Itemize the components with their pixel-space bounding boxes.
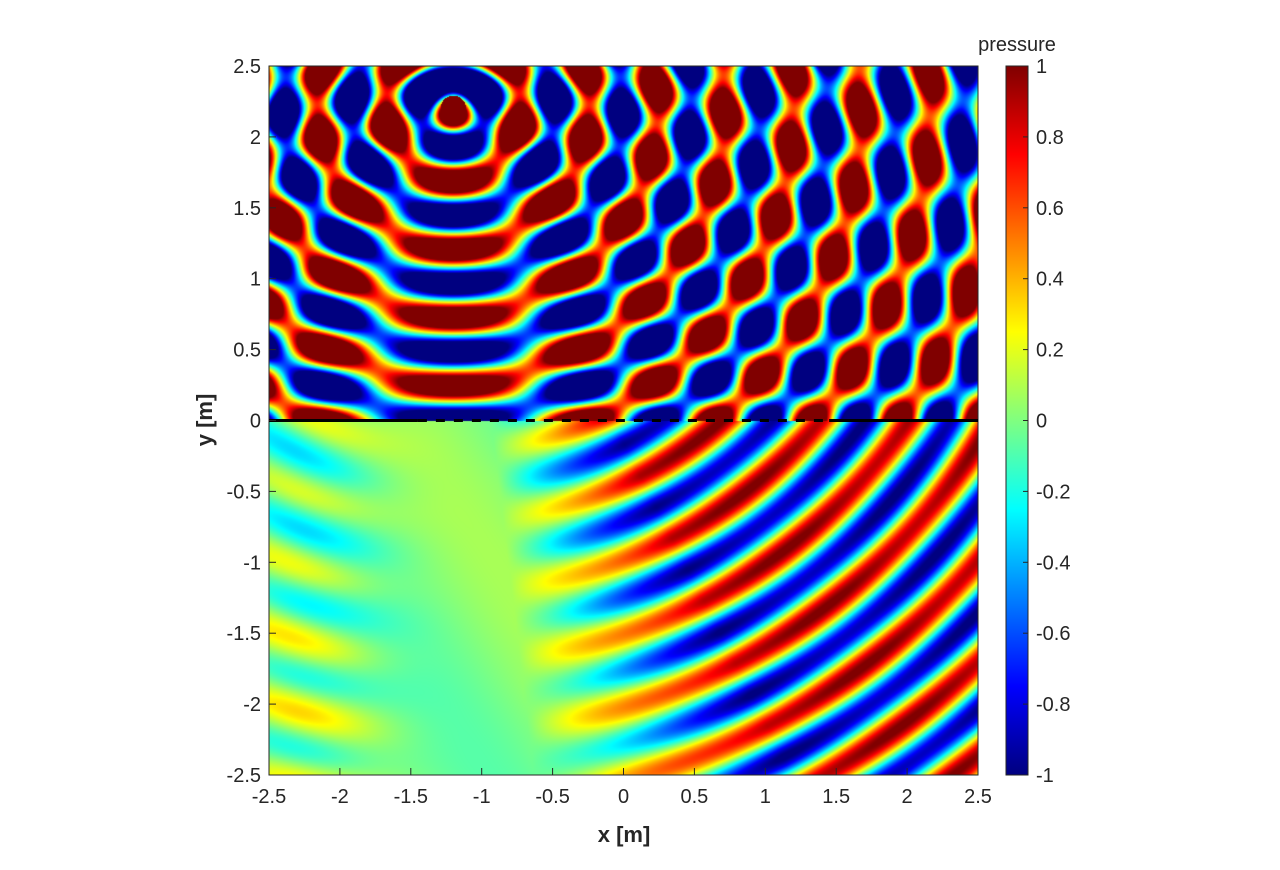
y-tick-label: -1 xyxy=(243,552,261,574)
colorbar-tick-label: -0.8 xyxy=(1036,694,1070,716)
y-tick-label: -2.5 xyxy=(227,765,261,787)
x-tick-label: -1.5 xyxy=(394,786,428,808)
colorbar-title: pressure xyxy=(978,34,1056,56)
y-tick-label: 2 xyxy=(250,127,261,149)
y-tick-label: -2 xyxy=(243,694,261,716)
colorbar-tick-label: -0.2 xyxy=(1036,481,1070,503)
y-tick-label: 0.5 xyxy=(233,340,261,362)
colorbar-tick-label: 0 xyxy=(1036,411,1047,433)
colorbar-tick-label: -0.4 xyxy=(1036,552,1070,574)
x-tick-label: 2.5 xyxy=(964,786,992,808)
colorbar-gradient xyxy=(1006,66,1028,775)
axis-ticks: -2.5 -2 -1.5 -1 -0.5 0 0.5 1 1.5 2 2.5 2.5 2 1.5 1 0.5 0… xyxy=(227,56,1071,808)
x-tick-label: 2 xyxy=(902,786,913,808)
y-tick-label: 1.5 xyxy=(233,198,261,220)
colorbar-tick-label: -1 xyxy=(1036,765,1054,787)
y-tick-label: 2.5 xyxy=(233,56,261,78)
x-tick-label: -0.5 xyxy=(535,786,569,808)
colorbar-tick-label: 0.2 xyxy=(1036,340,1064,362)
x-tick-label: 0.5 xyxy=(680,786,708,808)
x-tick-label: 1 xyxy=(760,786,771,808)
x-tick-label: 1.5 xyxy=(822,786,850,808)
colorbar-tick-label: 0.4 xyxy=(1036,269,1064,291)
x-tick-label: -1 xyxy=(473,786,491,808)
x-tick-label: -2.5 xyxy=(252,786,286,808)
colorbar-tick-label: 1 xyxy=(1036,56,1047,78)
colorbar-tick-label: 0.6 xyxy=(1036,198,1064,220)
y-axis-label: y [m] xyxy=(192,394,217,447)
y-tick-label: 0 xyxy=(250,411,261,433)
x-tick-label: -2 xyxy=(331,786,349,808)
x-axis-label: x [m] xyxy=(598,822,651,847)
x-tick-label: 0 xyxy=(618,786,629,808)
y-tick-label: 1 xyxy=(250,269,261,291)
colorbar-tick-label: -0.6 xyxy=(1036,623,1070,645)
y-tick-label: -0.5 xyxy=(227,481,261,503)
colorbar-tick-label: 0.8 xyxy=(1036,127,1064,149)
y-tick-label: -1.5 xyxy=(227,623,261,645)
